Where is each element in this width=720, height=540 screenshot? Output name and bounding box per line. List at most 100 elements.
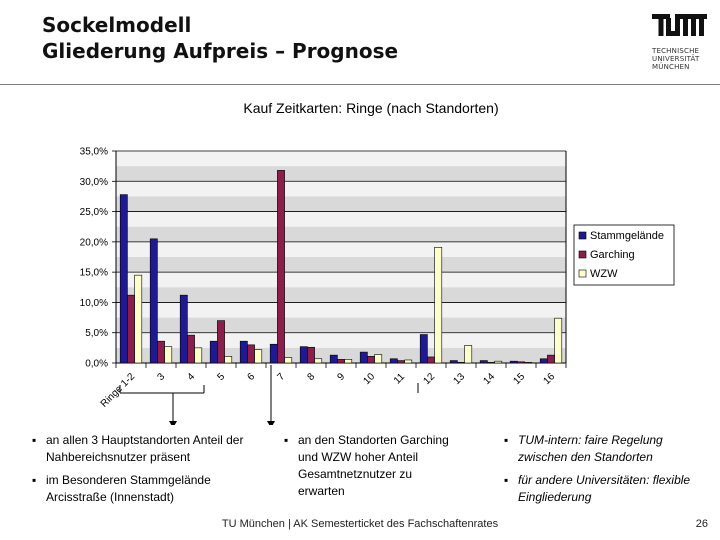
bar [397,360,405,364]
x-tick-label: Ringe 1-2 [99,371,138,410]
plot-band [116,196,566,212]
plot-band [116,181,566,197]
bar [329,354,338,364]
bullet-column-2: an den Standorten Garching und WZW hoher… [284,432,452,506]
bar [217,320,225,364]
bullet-item: für andere Universitäten: flexible Eingl… [504,472,694,506]
bar [337,359,345,364]
plot-band [116,332,566,348]
plot-band [116,151,566,167]
x-tick-label: 7 [275,371,287,383]
bar [404,359,413,364]
legend-swatch [578,250,587,259]
y-tick-label: 25,0% [80,207,108,218]
bar [284,357,293,364]
x-tick-label: 13 [451,371,467,387]
chart-title: Kauf Zeitkarten: Ringe (nach Standorten) [243,100,498,116]
bar [157,340,165,364]
bar [524,362,533,364]
y-tick-label: 0,0% [85,359,108,370]
bar [374,354,383,364]
slide-title-line1: Sockelmodell [42,13,192,37]
bullet-column-1: an allen 3 Hauptstandorten Anteil der Na… [32,432,272,512]
logo-text-line: MÜNCHEN [652,63,690,71]
bar [464,345,473,364]
bar [247,344,255,364]
slide-title: Sockelmodell Gliederung Aufpreis – Progn… [42,12,398,64]
x-tick-label: 8 [305,371,317,383]
x-tick-label: 5 [215,371,227,383]
bar [314,358,323,364]
bar [209,340,218,364]
bar [539,358,548,364]
legend-label: WZW [590,268,618,280]
y-tick-label: 15,0% [80,268,108,279]
arrow-head [169,421,177,425]
bar [179,294,188,364]
logo-text-line: TECHNISCHE [652,47,700,55]
bar [517,361,525,364]
bar [554,317,563,364]
bar [449,360,458,364]
plot-band [116,166,566,182]
y-tick-label: 35,0% [80,147,108,158]
bar [547,354,555,364]
plot-band [116,272,566,288]
bullet-item: im Besonderen Stammgelände Arcisstraße (… [32,472,272,506]
x-tick-label: 14 [481,371,497,387]
bar [239,340,248,364]
x-tick-label: 9 [335,371,347,383]
bar [427,356,435,364]
bullet-item: an den Standorten Garching und WZW hoher… [284,432,452,500]
bar [509,360,518,364]
legend-swatch [578,231,587,240]
bar [187,334,195,364]
legend-box [573,224,675,286]
bar [134,274,143,364]
bar [299,346,308,364]
x-tick-label: 10 [361,371,377,387]
title-divider [0,84,720,85]
bar [254,349,263,364]
x-tick-label: 3 [155,371,167,383]
legend-label: Stammgelände [590,230,664,242]
y-tick-label: 20,0% [80,237,108,248]
bar [389,358,398,364]
plot-band [116,317,566,333]
bar [149,238,158,364]
y-tick-label: 30,0% [80,177,108,188]
x-tick-label: 6 [245,371,257,383]
legend-label: Garching [590,249,635,261]
plot-band [116,241,566,257]
x-tick-label: 15 [511,371,527,387]
bar [367,356,375,364]
bar [359,351,368,364]
bar [494,360,503,364]
bar [269,343,278,364]
tum-logo: TECHNISCHE UNIVERSITÄT MÜNCHEN [652,14,708,71]
footer-text: TU München | AK Semesterticket des Fachs… [221,518,499,530]
bar [119,194,128,364]
bullet-item: an allen 3 Hauptstandorten Anteil der Na… [32,432,272,466]
bar [127,294,135,364]
slide-title-line2: Gliederung Aufpreis – Prognose [42,39,399,63]
bar [434,247,443,364]
logo-text: TECHNISCHE UNIVERSITÄT MÜNCHEN [652,47,708,71]
x-tick-label: 4 [185,371,197,383]
bar [344,359,353,364]
bar [194,347,203,364]
bar [164,346,173,364]
x-tick-label: 16 [541,371,557,387]
plot-band [116,226,566,242]
plot-band [116,302,566,318]
plot-band [116,211,566,227]
x-tick-label: 11 [392,371,407,386]
y-tick-label: 5,0% [85,328,108,339]
legend-swatch [578,269,587,278]
x-tick-label: 12 [421,371,437,387]
bullet-column-3: TUM-intern: faire Regelung zwischen den … [504,432,694,512]
arrow-head [267,421,275,425]
tum-logo-mark [652,14,707,36]
bar [479,360,488,364]
bar [419,334,428,364]
